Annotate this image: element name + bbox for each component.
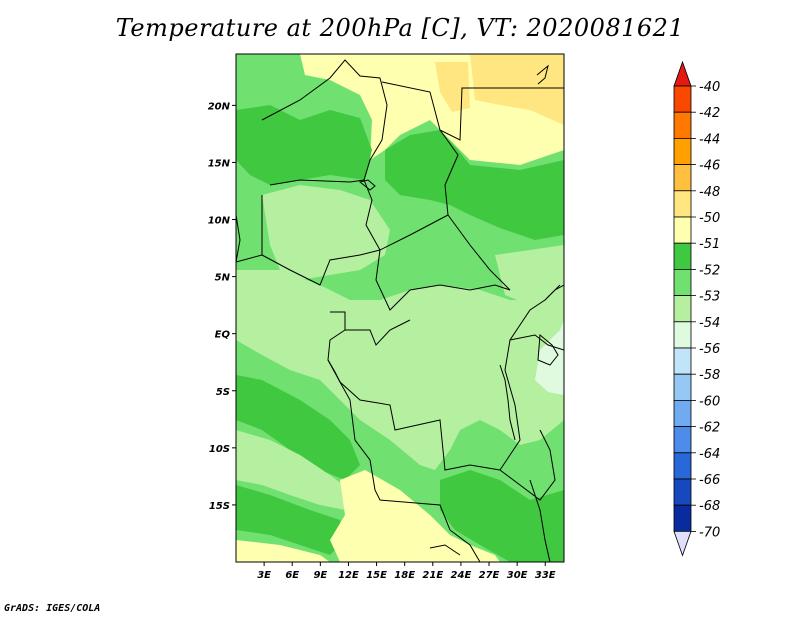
field-region-54-southwest-band — [236, 430, 350, 510]
field-region-54-east — [495, 245, 564, 305]
lon-tick-label: 21E — [422, 570, 443, 581]
colorbar-label: -64 — [699, 447, 720, 462]
coastline — [327, 359, 341, 383]
country-borders — [236, 59, 564, 562]
field-region-55-east — [535, 320, 564, 395]
border-line — [499, 429, 556, 501]
colorbar-bottom-arrow — [673, 531, 692, 557]
lon-tick-label: 33E — [535, 570, 556, 581]
colorbar-swatch — [673, 452, 692, 480]
border-line — [327, 329, 501, 471]
lat-tick-label: EQ — [215, 330, 231, 341]
lon-tick-label: 15E — [366, 570, 387, 581]
colorbar-swatch — [673, 216, 692, 244]
lon-tick-label: 3E — [257, 570, 271, 581]
colorbar-swatch — [673, 399, 692, 427]
colorbar-label: -44 — [699, 132, 720, 147]
lat-tick-label: 5S — [216, 387, 230, 398]
field-region-51-south — [330, 470, 500, 562]
colorbar-label: -40 — [699, 80, 720, 95]
latitude-axis: 20N 15N 10N 5N EQ 5S 10S 15S — [208, 101, 236, 512]
colorbar-swatch — [673, 478, 692, 506]
border-line — [449, 529, 481, 562]
colorbar-swatch — [673, 111, 692, 139]
colorbar-label: -46 — [699, 159, 720, 174]
grads-credit: GrADS: IGES/COLA — [4, 603, 101, 614]
lat-tick-label: 15S — [209, 501, 230, 512]
colorbar-label: -51 — [699, 237, 720, 252]
colorbar-label: -52 — [699, 263, 720, 278]
colorbar-swatch — [673, 242, 692, 270]
colorbar-label: -56 — [699, 342, 720, 357]
border-line — [330, 311, 411, 346]
lake-outline — [537, 333, 559, 366]
colorbar-swatch — [673, 504, 692, 532]
field-region-52-southwest-band1 — [236, 375, 360, 480]
border-line — [381, 81, 564, 141]
field-region-52-southwest-band2 — [236, 485, 345, 555]
colorbar-label: -42 — [699, 106, 720, 121]
colorbar-swatch — [673, 321, 692, 349]
field-region-52-north-center — [385, 130, 564, 240]
border-line — [261, 59, 388, 181]
colorbar-label: -60 — [699, 394, 720, 409]
field-region-54-center — [236, 270, 564, 470]
border-line — [509, 334, 564, 351]
lon-tick-label: 6E — [285, 570, 299, 581]
lon-tick-label: 30E — [507, 570, 528, 581]
field-region-51-southwest — [236, 540, 330, 562]
field-region-54-west — [262, 185, 390, 280]
field-region-52-northwest — [236, 105, 372, 185]
lon-tick-label: 27E — [479, 570, 500, 581]
colorbar-label: -70 — [699, 525, 720, 540]
colorbar-swatch — [673, 268, 692, 296]
lon-tick-label: 18E — [394, 570, 415, 581]
colorbar-swatch — [673, 373, 692, 401]
lon-tick-label: 24E — [451, 570, 472, 581]
lake-outline — [499, 364, 516, 441]
colorbar-swatch — [673, 85, 692, 113]
colorbar-label: -58 — [699, 368, 720, 383]
colorbar-label: -54 — [699, 316, 720, 331]
lon-tick-label: 12E — [338, 570, 359, 581]
colorbar-label: -66 — [699, 473, 720, 488]
colorbar-swatch — [673, 347, 692, 375]
lake-outline — [529, 479, 551, 562]
longitude-axis: 3E 6E 9E 12E 15E 18E 21E 24E 27E 30E 33E — [257, 562, 556, 581]
border-line — [429, 544, 461, 556]
temperature-field — [236, 54, 564, 562]
lat-tick-label: 10S — [209, 444, 230, 455]
chart-title: Temperature at 200hPa [C], VT: 202008162… — [115, 14, 685, 42]
map-frame — [235, 53, 565, 563]
colorbar-label: -53 — [699, 290, 720, 305]
lat-tick-label: 20N — [208, 101, 231, 112]
coastline — [236, 214, 241, 263]
coastline — [536, 64, 549, 85]
colorbar-swatch — [673, 426, 692, 454]
border-line — [499, 284, 561, 471]
border-line — [544, 284, 564, 301]
colorbar-label: -68 — [699, 499, 720, 514]
border-line — [269, 179, 365, 186]
colorbar-label: -62 — [699, 421, 720, 436]
colorbar-label: -48 — [699, 185, 720, 200]
colorbar-top-arrow — [673, 60, 692, 87]
colorbar-swatch — [673, 295, 692, 323]
lat-tick-label: 10N — [208, 216, 231, 227]
colorbar-swatch — [673, 137, 692, 165]
border-line — [261, 249, 381, 286]
border-line — [375, 249, 511, 311]
colorbar-label: -50 — [699, 211, 720, 226]
colorbar-swatch — [673, 190, 692, 218]
lon-tick-label: 9E — [313, 570, 327, 581]
border-line — [339, 381, 451, 531]
lat-tick-label: 5N — [215, 273, 231, 284]
field-region-52-southeast — [440, 470, 564, 562]
lake-outline — [358, 179, 376, 191]
colorbar-swatch — [673, 164, 692, 192]
border-line — [363, 179, 449, 251]
lat-tick-label: 15N — [208, 158, 231, 169]
colorbar: -40 -42 -44 -46 -48 -50 -51 -52 -53 -54 -56 -58 -60 -… — [673, 60, 720, 557]
